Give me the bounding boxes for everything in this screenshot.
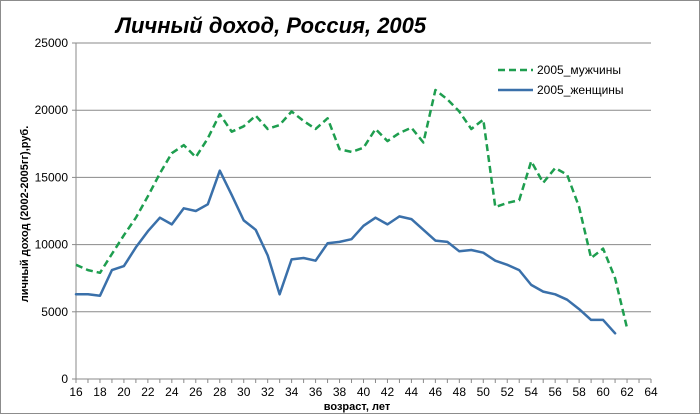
- legend-label: 2005_мужчины: [537, 63, 621, 77]
- x-tick-label: 52: [501, 385, 515, 399]
- y-tick-label: 20000: [35, 103, 69, 117]
- y-tick-label: 0: [61, 372, 68, 386]
- x-tick-label: 58: [572, 385, 586, 399]
- y-tick-label: 5000: [41, 305, 68, 319]
- x-axis-label: возраст, лет: [324, 401, 391, 413]
- y-axis-label: личный доход (2002-2005гг),руб.: [19, 126, 31, 303]
- x-tick-label: 20: [117, 385, 131, 399]
- x-tick-label: 18: [93, 385, 107, 399]
- legend-label: 2005_женщины: [537, 83, 624, 97]
- x-tick-label: 46: [429, 385, 443, 399]
- x-tick-label: 64: [644, 385, 658, 399]
- legend: 2005_мужчины 2005_женщины: [498, 63, 624, 97]
- x-tick-label: 44: [405, 385, 419, 399]
- x-tick-label: 36: [309, 385, 323, 399]
- x-tick-label: 16: [69, 385, 83, 399]
- x-tick-label: 28: [213, 385, 227, 399]
- x-tick-label: 34: [285, 385, 299, 399]
- x-tick-label: 24: [165, 385, 179, 399]
- x-tick-label: 38: [333, 385, 347, 399]
- x-tick-label: 56: [548, 385, 562, 399]
- x-tick-label: 40: [357, 385, 371, 399]
- x-tick-label: 62: [620, 385, 634, 399]
- x-tick-label: 54: [525, 385, 539, 399]
- y-tick-label: 15000: [35, 170, 69, 184]
- x-tick-label: 32: [261, 385, 275, 399]
- x-tick-label: 22: [141, 385, 155, 399]
- x-axis-ticks: 16 18 20 22 24 26 28 30 32 34 36 38 40 42 44 46 48 50 52 54…: [69, 379, 658, 399]
- x-tick-label: 60: [596, 385, 610, 399]
- x-tick-label: 50: [477, 385, 491, 399]
- y-axis-ticks: 0 5000 10000 15000 20000 25000: [35, 36, 76, 386]
- series-line-women: [74, 169, 617, 335]
- x-tick-label: 26: [189, 385, 203, 399]
- series-lines: [74, 88, 629, 335]
- x-tick-label: 48: [453, 385, 467, 399]
- x-tick-label: 42: [381, 385, 395, 399]
- x-tick-label: 30: [237, 385, 251, 399]
- y-tick-label: 10000: [35, 238, 69, 252]
- series-line-men: [75, 88, 629, 329]
- y-tick-label: 25000: [35, 36, 69, 50]
- chart-title: Личный доход, Россия, 2005: [114, 13, 427, 38]
- gridlines: [76, 42, 651, 313]
